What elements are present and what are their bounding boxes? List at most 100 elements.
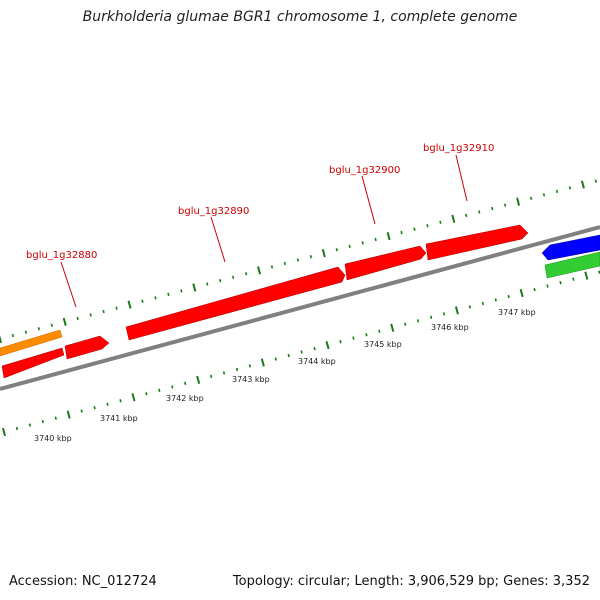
- inner-minor-tick: [184, 381, 187, 386]
- outer-minor-tick: [361, 241, 364, 245]
- inner-minor-tick: [28, 423, 32, 427]
- inner-major-tick: [584, 271, 589, 280]
- inner-minor-tick: [41, 419, 44, 424]
- outer-minor-tick: [244, 272, 248, 276]
- inner-minor-tick: [429, 315, 433, 320]
- inner-major-tick: [519, 288, 524, 298]
- inner-minor-tick: [313, 346, 316, 351]
- outer-minor-tick: [542, 193, 546, 197]
- leader-bglu_1g32890: [210, 216, 226, 263]
- inner-minor-tick: [93, 405, 96, 410]
- leader-bglu_1g32880: [60, 261, 77, 308]
- gene-label-bglu_1g32890[interactable]: bglu_1g32890: [178, 206, 249, 217]
- inner-minor-tick: [468, 305, 472, 309]
- outer-minor-tick: [102, 309, 105, 314]
- outer-major-tick: [62, 317, 67, 326]
- red-cds-1[interactable]: [1, 347, 65, 379]
- outer-minor-tick: [76, 316, 79, 321]
- gene-label-bglu_1g32910[interactable]: bglu_1g32910: [423, 143, 494, 154]
- inner-major-tick: [390, 323, 395, 332]
- outer-minor-tick: [296, 258, 300, 262]
- outer-minor-tick: [11, 333, 15, 338]
- outer-major-tick: [321, 249, 326, 258]
- kbp-label-3742: 3742 kbp: [166, 394, 204, 403]
- outer-minor-tick: [141, 299, 144, 303]
- inner-minor-tick: [274, 357, 277, 361]
- inner-minor-tick: [158, 388, 161, 393]
- inner-major-tick: [196, 375, 201, 384]
- kbp-label-3747: 3747 kbp: [498, 308, 536, 317]
- inner-minor-tick: [494, 298, 497, 302]
- outer-minor-tick: [348, 244, 351, 249]
- outer-major-tick: [386, 231, 391, 241]
- blue-feature[interactable]: [541, 234, 600, 261]
- inner-minor-tick: [235, 367, 239, 372]
- inner-major-tick: [454, 306, 459, 315]
- outer-minor-tick: [180, 289, 183, 293]
- inner-major-tick: [131, 393, 136, 402]
- inner-minor-tick: [559, 280, 562, 285]
- inner-minor-tick: [287, 353, 290, 358]
- outer-minor-tick: [232, 275, 235, 279]
- outer-minor-tick: [504, 203, 507, 207]
- leader-bglu_1g32910: [455, 154, 468, 202]
- outer-minor-tick: [400, 230, 403, 235]
- map-title: Burkholderia glumae BGR1 chromosome 1, c…: [82, 9, 518, 25]
- outer-major-tick: [580, 180, 585, 189]
- outer-minor-tick: [24, 330, 28, 334]
- outer-minor-tick: [115, 306, 118, 310]
- green-feature[interactable]: [544, 251, 600, 279]
- gene-label-bglu_1g32880[interactable]: bglu_1g32880: [26, 250, 97, 261]
- outer-minor-tick: [374, 237, 377, 242]
- inner-minor-tick: [54, 416, 57, 420]
- outer-major-tick: [451, 214, 456, 223]
- inner-minor-tick: [533, 287, 536, 292]
- outer-minor-tick: [50, 323, 53, 327]
- inner-minor-tick: [378, 329, 381, 333]
- inner-minor-tick: [106, 402, 109, 406]
- inner-minor-tick: [546, 284, 549, 288]
- inner-minor-tick: [171, 385, 174, 389]
- outer-major-tick: [0, 334, 2, 344]
- outer-minor-tick: [219, 278, 222, 283]
- leader-bglu_1g32900: [361, 175, 376, 225]
- outer-minor-tick: [167, 292, 170, 297]
- outer-minor-tick: [529, 196, 533, 200]
- outer-major-tick: [192, 283, 197, 292]
- red-cds-bglu_1g32910[interactable]: [425, 224, 529, 261]
- outer-minor-tick: [309, 254, 313, 259]
- backbone-line: [0, 225, 600, 391]
- inner-minor-tick: [119, 399, 122, 403]
- kbp-label-3746: 3746 kbp: [431, 323, 469, 332]
- inner-minor-tick: [507, 294, 510, 299]
- inner-tick-ring: [2, 270, 600, 437]
- outer-major-tick: [127, 300, 132, 309]
- outer-minor-tick: [154, 296, 157, 300]
- kbp-label-3745: 3745 kbp: [364, 340, 402, 349]
- outer-minor-tick: [555, 189, 559, 194]
- red-cds-bglu_1g32890[interactable]: [125, 266, 346, 341]
- inner-minor-tick: [209, 374, 213, 379]
- feature-track: [0, 224, 600, 379]
- kbp-label-3741: 3741 kbp: [100, 414, 138, 423]
- kbp-label-3744: 3744 kbp: [298, 357, 336, 366]
- inner-minor-tick: [80, 409, 83, 413]
- outer-minor-tick: [426, 224, 429, 228]
- outer-minor-tick: [413, 227, 416, 231]
- outer-minor-tick: [465, 213, 468, 218]
- outer-minor-tick: [491, 206, 494, 211]
- orange-feature[interactable]: [0, 329, 63, 357]
- outer-minor-tick: [206, 282, 209, 286]
- red-cds-bglu_1g32900[interactable]: [344, 245, 427, 281]
- red-cds-2[interactable]: [64, 335, 110, 360]
- inner-minor-tick: [365, 333, 368, 337]
- genome-summary-text: Topology: circular; Length: 3,906,529 bp…: [232, 574, 590, 589]
- inner-minor-tick: [404, 322, 407, 326]
- outer-major-tick: [257, 266, 262, 275]
- inner-minor-tick: [222, 371, 226, 375]
- inner-minor-tick: [15, 426, 19, 431]
- outer-minor-tick: [37, 327, 40, 331]
- gene-label-bglu_1g32900[interactable]: bglu_1g32900: [329, 165, 400, 176]
- kbp-label-3743: 3743 kbp: [232, 375, 270, 384]
